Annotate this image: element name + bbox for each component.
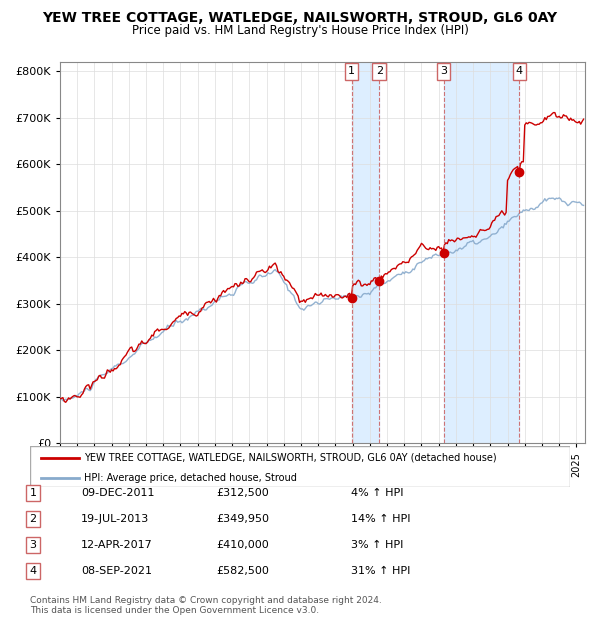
Text: £312,500: £312,500: [216, 488, 269, 498]
Text: £410,000: £410,000: [216, 540, 269, 550]
Text: 3: 3: [440, 66, 447, 76]
Text: 4% ↑ HPI: 4% ↑ HPI: [351, 488, 404, 498]
Text: 4: 4: [29, 566, 37, 576]
Text: £349,950: £349,950: [216, 514, 269, 524]
Text: 2: 2: [376, 66, 383, 76]
Text: YEW TREE COTTAGE, WATLEDGE, NAILSWORTH, STROUD, GL6 0AY (detached house): YEW TREE COTTAGE, WATLEDGE, NAILSWORTH, …: [84, 453, 497, 463]
Text: 14% ↑ HPI: 14% ↑ HPI: [351, 514, 410, 524]
Text: 09-DEC-2011: 09-DEC-2011: [81, 488, 155, 498]
Text: 1: 1: [29, 488, 37, 498]
Text: HPI: Average price, detached house, Stroud: HPI: Average price, detached house, Stro…: [84, 473, 297, 483]
Text: 31% ↑ HPI: 31% ↑ HPI: [351, 566, 410, 576]
Bar: [352, 62, 379, 443]
Text: 3% ↑ HPI: 3% ↑ HPI: [351, 540, 403, 550]
Text: Contains HM Land Registry data © Crown copyright and database right 2024.
This d: Contains HM Land Registry data © Crown c…: [30, 596, 382, 615]
Text: £582,500: £582,500: [216, 566, 269, 576]
Text: 3: 3: [29, 540, 37, 550]
Text: Price paid vs. HM Land Registry's House Price Index (HPI): Price paid vs. HM Land Registry's House …: [131, 24, 469, 37]
Text: 1: 1: [348, 66, 355, 76]
FancyBboxPatch shape: [30, 446, 570, 487]
Text: 4: 4: [516, 66, 523, 76]
Text: 2: 2: [29, 514, 37, 524]
Text: 08-SEP-2021: 08-SEP-2021: [81, 566, 152, 576]
Bar: [443, 62, 520, 443]
Text: 19-JUL-2013: 19-JUL-2013: [81, 514, 149, 524]
Text: 12-APR-2017: 12-APR-2017: [81, 540, 153, 550]
Text: YEW TREE COTTAGE, WATLEDGE, NAILSWORTH, STROUD, GL6 0AY: YEW TREE COTTAGE, WATLEDGE, NAILSWORTH, …: [43, 11, 557, 25]
